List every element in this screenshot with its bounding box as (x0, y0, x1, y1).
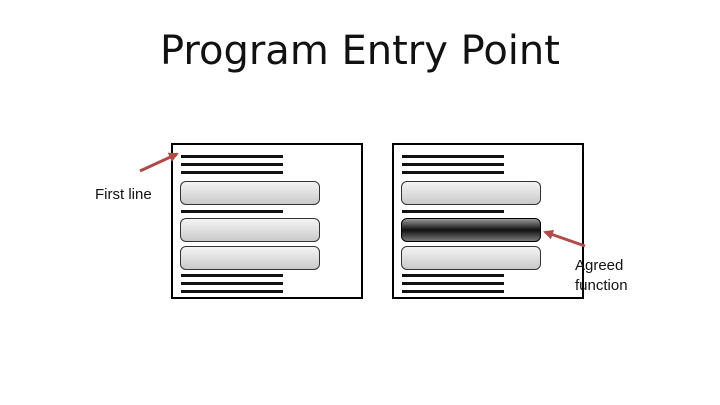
function-block (401, 181, 541, 205)
agreed-function-block (401, 218, 541, 242)
code-line (402, 290, 504, 293)
code-line (181, 210, 283, 213)
code-line (181, 155, 283, 158)
function-block (180, 181, 320, 205)
code-line (181, 163, 283, 166)
agreed-function-arrow (543, 229, 586, 248)
code-line (181, 171, 283, 174)
code-line (181, 282, 283, 285)
agreed-label-line1: Agreed (575, 257, 624, 274)
agreed-label-line2: function (575, 277, 628, 295)
function-block (180, 246, 320, 270)
code-line (402, 155, 504, 158)
first-line-label: First line (95, 186, 152, 203)
function-block (180, 218, 320, 242)
code-line (402, 171, 504, 174)
code-line (181, 290, 283, 293)
code-line (402, 163, 504, 166)
slide-title: Program Entry Point (160, 28, 560, 74)
code-line (181, 274, 283, 277)
code-line (402, 210, 504, 213)
code-line (402, 274, 504, 277)
first-line-arrow (139, 152, 179, 173)
code-line (402, 282, 504, 285)
source-file-left (171, 143, 363, 299)
agreed-function-label: Agreed function (575, 256, 628, 297)
function-block (401, 246, 541, 270)
source-file-right (392, 143, 584, 299)
